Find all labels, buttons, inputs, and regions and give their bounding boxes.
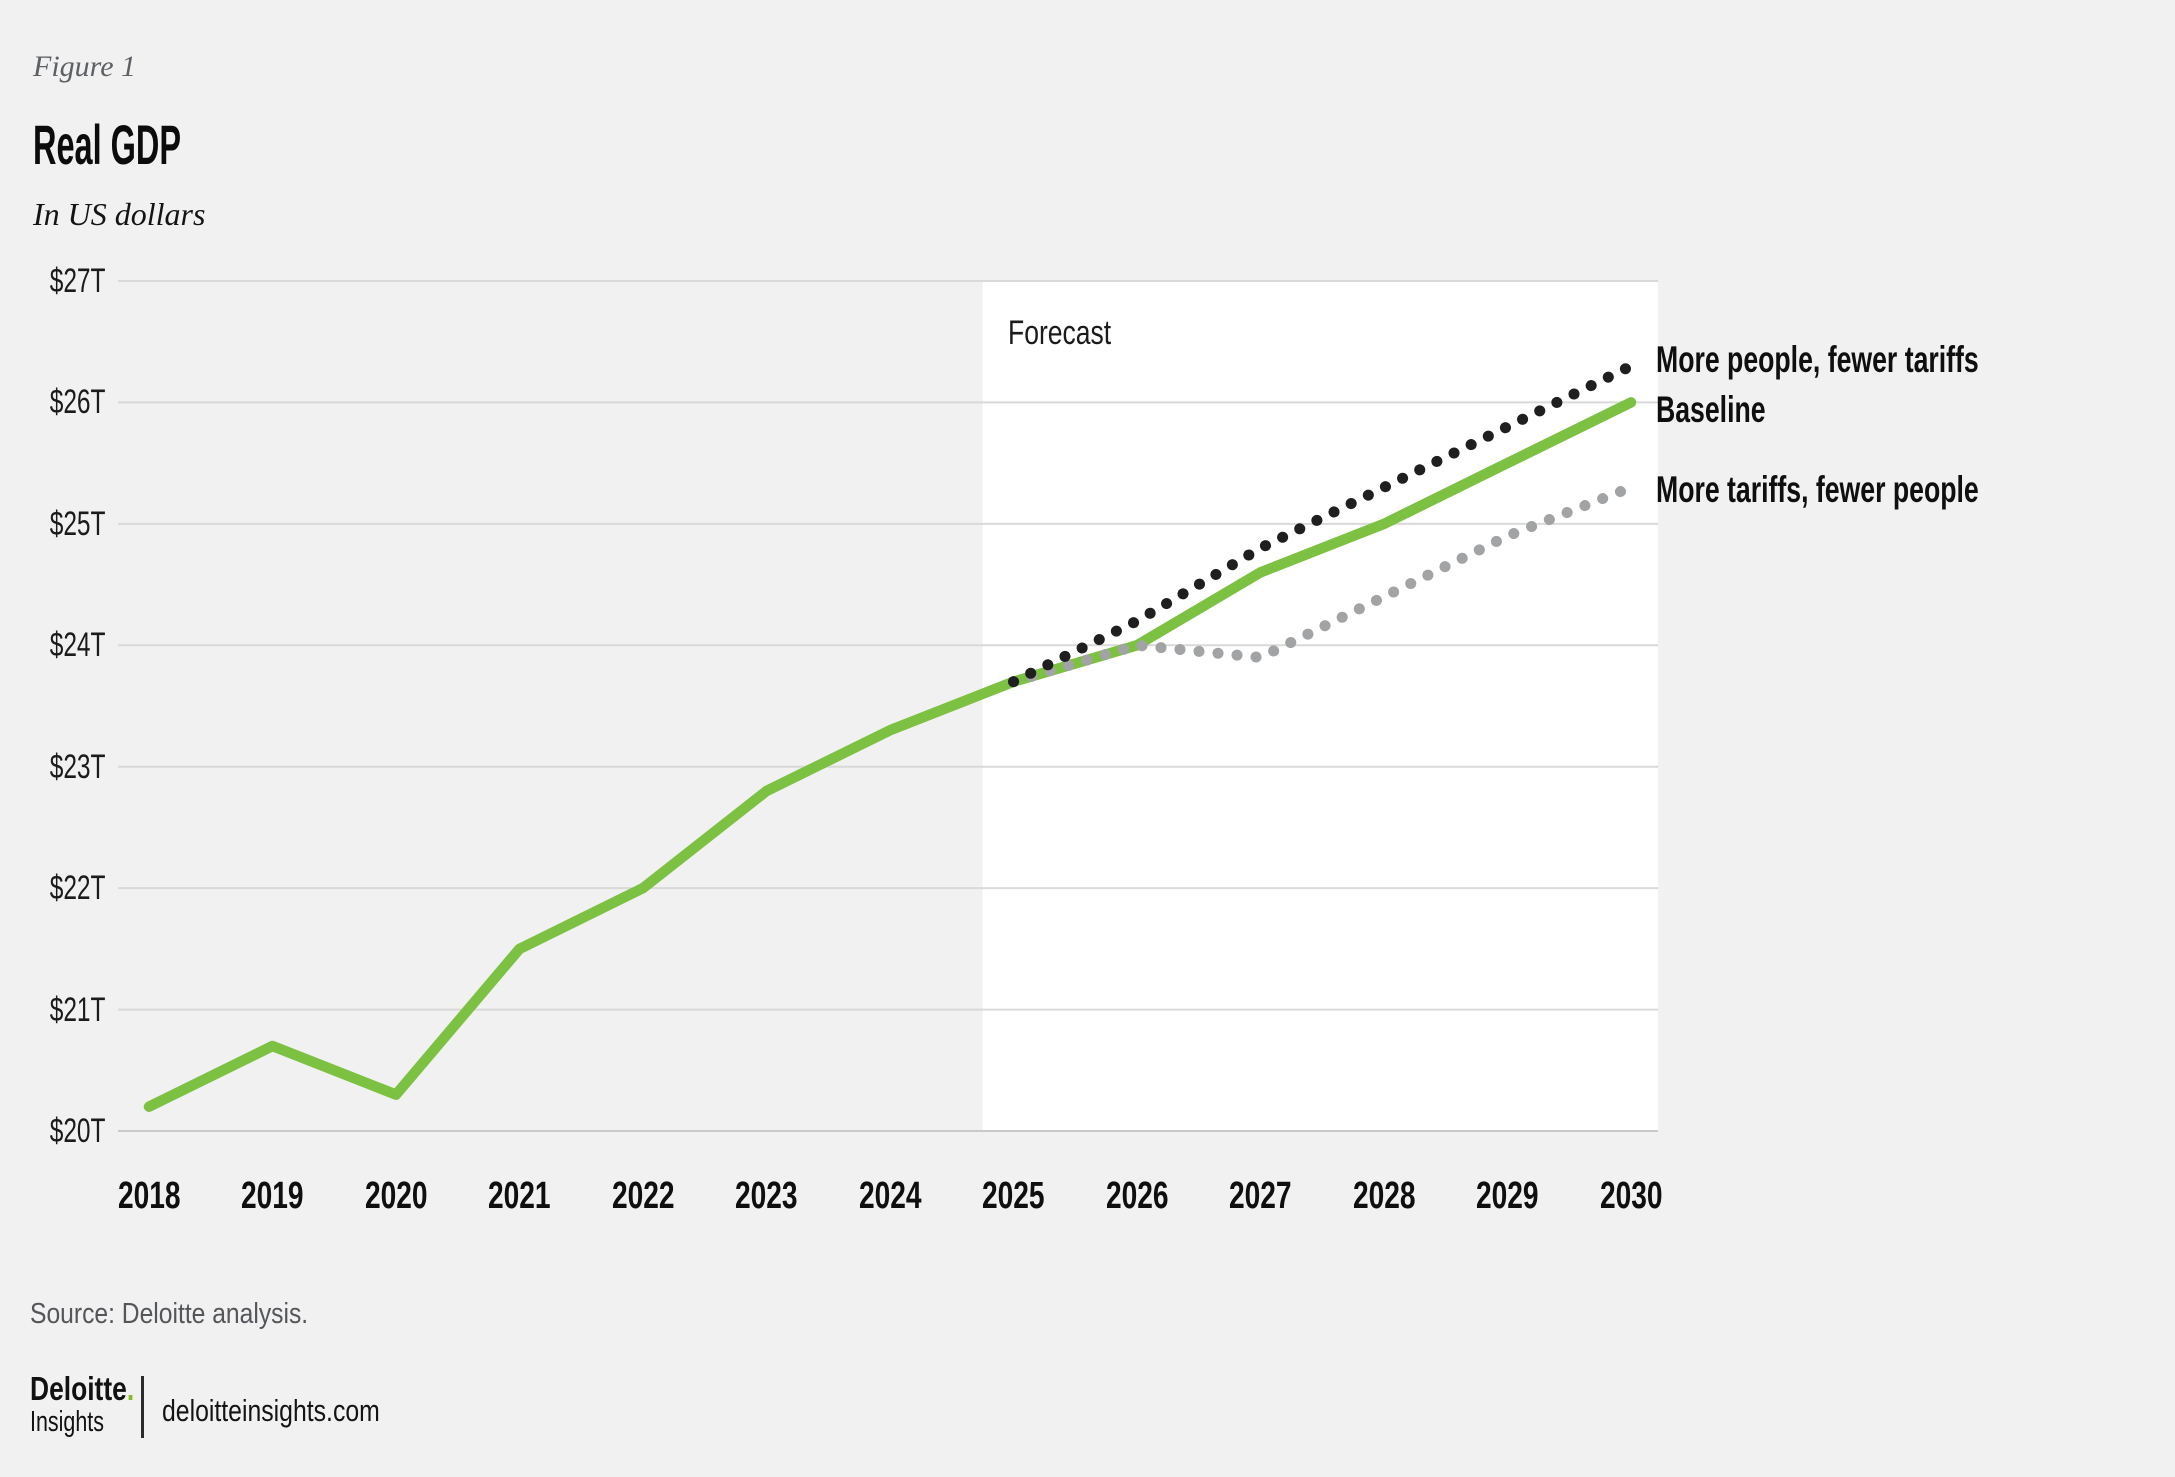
- x-axis-label-2027: 2027: [1229, 1175, 1292, 1217]
- logo-green-dot: .: [126, 1370, 135, 1407]
- x-axis-label-2022: 2022: [611, 1175, 675, 1217]
- deloitte-logo-wordmark: Deloitte.: [30, 1370, 160, 1408]
- x-axis-label-2029: 2029: [1476, 1175, 1539, 1217]
- x-axis-label-2025: 2025: [982, 1175, 1045, 1217]
- x-axis-label-2019: 2019: [241, 1175, 304, 1217]
- y-axis-label-23: $23T: [49, 747, 105, 786]
- chart-title: Real GDP: [33, 113, 182, 176]
- y-axis-label-22: $22T: [49, 869, 105, 908]
- legend-label-baseline: Baseline: [1656, 389, 1766, 430]
- x-axis-label-2018: 2018: [117, 1175, 181, 1217]
- legend-label-more-tariffs-fewer-people: More tariffs, fewer people: [1656, 469, 1979, 510]
- y-axis-label-21: $21T: [49, 990, 105, 1029]
- logo-brand-text: Deloitte: [30, 1370, 127, 1407]
- y-axis-label-27: $27T: [49, 262, 105, 300]
- logo-divider: [141, 1376, 144, 1438]
- deloitte-logo-insights: Insights: [30, 1406, 104, 1438]
- series-line-more-tariffs-fewer-people: [1008, 481, 1637, 688]
- y-axis-label-26: $26T: [49, 383, 105, 422]
- x-axis-label-2028: 2028: [1352, 1175, 1416, 1217]
- x-axis-label-2020: 2020: [364, 1175, 428, 1217]
- legend-label-more-people-fewer-tariffs: More people, fewer tariffs: [1656, 339, 1979, 380]
- x-axis-label-2021: 2021: [488, 1175, 551, 1217]
- x-axis-label-2023: 2023: [735, 1175, 798, 1217]
- forecast-region: [982, 281, 1658, 1131]
- source-note: Source: Deloitte analysis.: [30, 1298, 309, 1330]
- forecast-label: Forecast: [1008, 314, 1140, 352]
- forecast-label-text: Forecast: [1008, 314, 1112, 352]
- series-line-baseline: [143, 397, 1637, 1112]
- y-axis-label-20: $20T: [49, 1112, 105, 1150]
- plot-area: [118, 280, 1658, 1132]
- x-axis-label-2024: 2024: [858, 1175, 922, 1217]
- x-axis-label-2030: 2030: [1599, 1175, 1663, 1217]
- x-axis-label-2026: 2026: [1105, 1175, 1169, 1217]
- figure-label: Figure 1: [33, 50, 137, 83]
- y-axis-label-25: $25T: [49, 504, 105, 543]
- y-axis-label-24: $24T: [49, 626, 105, 665]
- site-url-text: deloitteinsights.com: [162, 1393, 380, 1428]
- series-line-more-people-fewer-tariffs: [1008, 360, 1637, 688]
- chart-subtitle: In US dollars: [33, 196, 206, 232]
